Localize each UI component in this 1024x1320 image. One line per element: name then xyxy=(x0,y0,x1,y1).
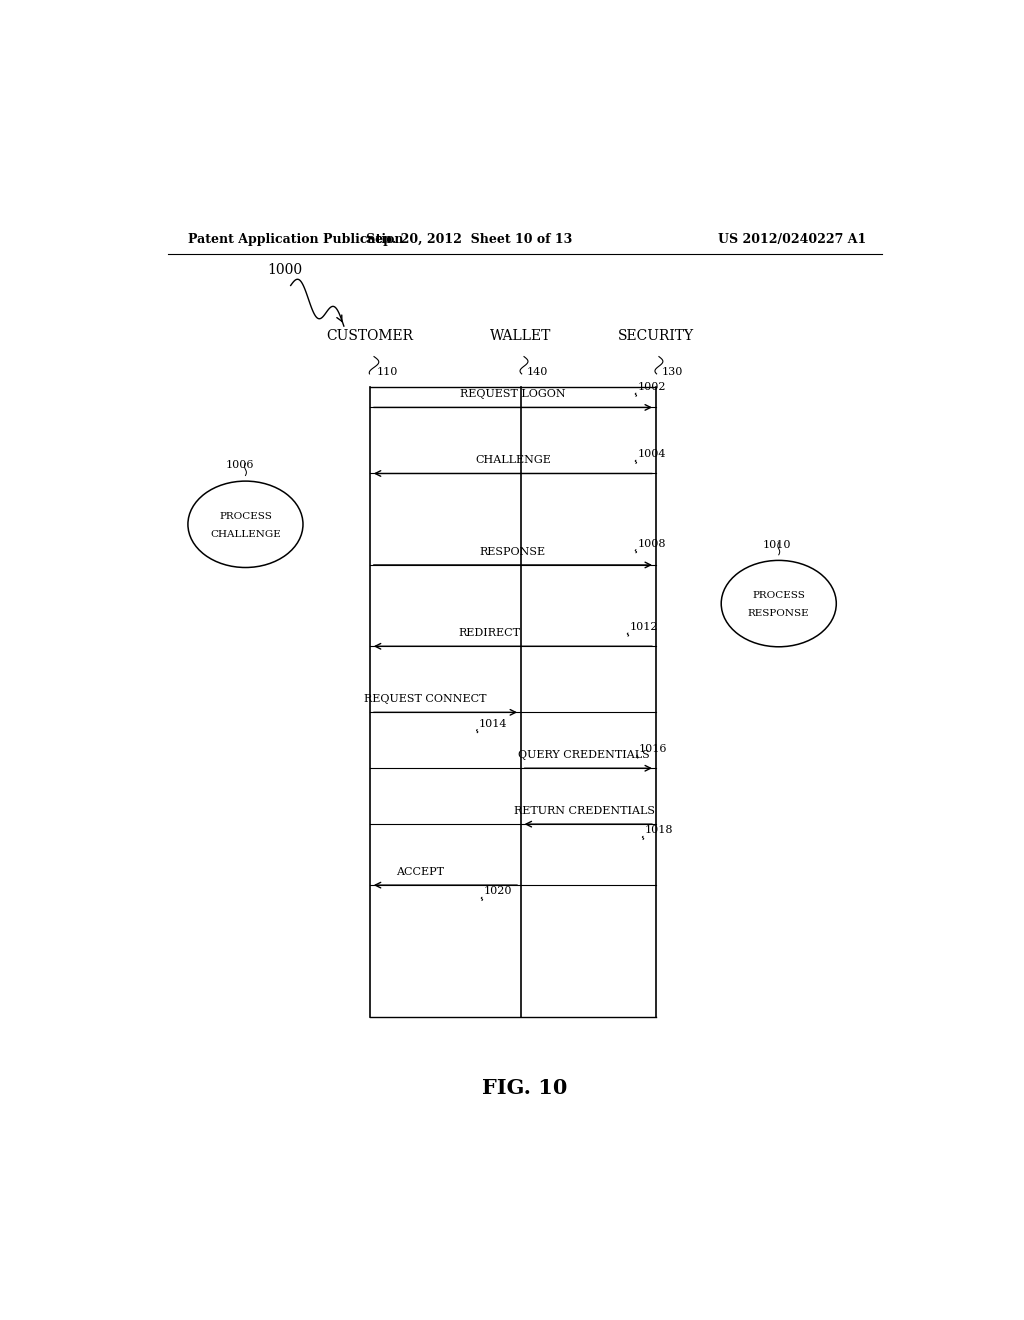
Text: Patent Application Publication: Patent Application Publication xyxy=(187,234,403,247)
Text: PROCESS: PROCESS xyxy=(753,591,805,601)
Text: RETURN CREDENTIALS: RETURN CREDENTIALS xyxy=(514,807,654,816)
Text: 1000: 1000 xyxy=(267,263,302,277)
Text: CHALLENGE: CHALLENGE xyxy=(475,455,551,466)
Text: REQUEST CONNECT: REQUEST CONNECT xyxy=(365,694,486,704)
Text: RESPONSE: RESPONSE xyxy=(480,546,546,557)
Text: 1016: 1016 xyxy=(639,744,668,754)
Text: 1004: 1004 xyxy=(638,449,666,459)
Text: ACCEPT: ACCEPT xyxy=(396,867,444,876)
Text: FIG. 10: FIG. 10 xyxy=(482,1078,567,1098)
Text: QUERY CREDENTIALS: QUERY CREDENTIALS xyxy=(518,750,650,760)
Text: 1006: 1006 xyxy=(225,461,254,470)
Text: CHALLENGE: CHALLENGE xyxy=(210,529,281,539)
Text: 1002: 1002 xyxy=(638,383,666,392)
Text: 1020: 1020 xyxy=(483,886,512,896)
Text: 1018: 1018 xyxy=(645,825,673,836)
Text: SECURITY: SECURITY xyxy=(617,329,694,343)
Text: REDIRECT: REDIRECT xyxy=(458,628,520,638)
Text: 1008: 1008 xyxy=(638,539,666,549)
Text: 130: 130 xyxy=(662,367,683,376)
Text: 140: 140 xyxy=(526,367,548,376)
Text: RESPONSE: RESPONSE xyxy=(748,610,810,618)
Text: REQUEST LOGON: REQUEST LOGON xyxy=(460,389,565,399)
Text: 1014: 1014 xyxy=(479,718,507,729)
Text: CUSTOMER: CUSTOMER xyxy=(327,329,414,343)
Text: Sep. 20, 2012  Sheet 10 of 13: Sep. 20, 2012 Sheet 10 of 13 xyxy=(367,234,572,247)
Text: 110: 110 xyxy=(377,367,397,376)
Text: PROCESS: PROCESS xyxy=(219,512,272,520)
Text: 1012: 1012 xyxy=(630,622,658,632)
Text: US 2012/0240227 A1: US 2012/0240227 A1 xyxy=(718,234,866,247)
Text: WALLET: WALLET xyxy=(490,329,552,343)
Text: 1010: 1010 xyxy=(763,540,792,549)
